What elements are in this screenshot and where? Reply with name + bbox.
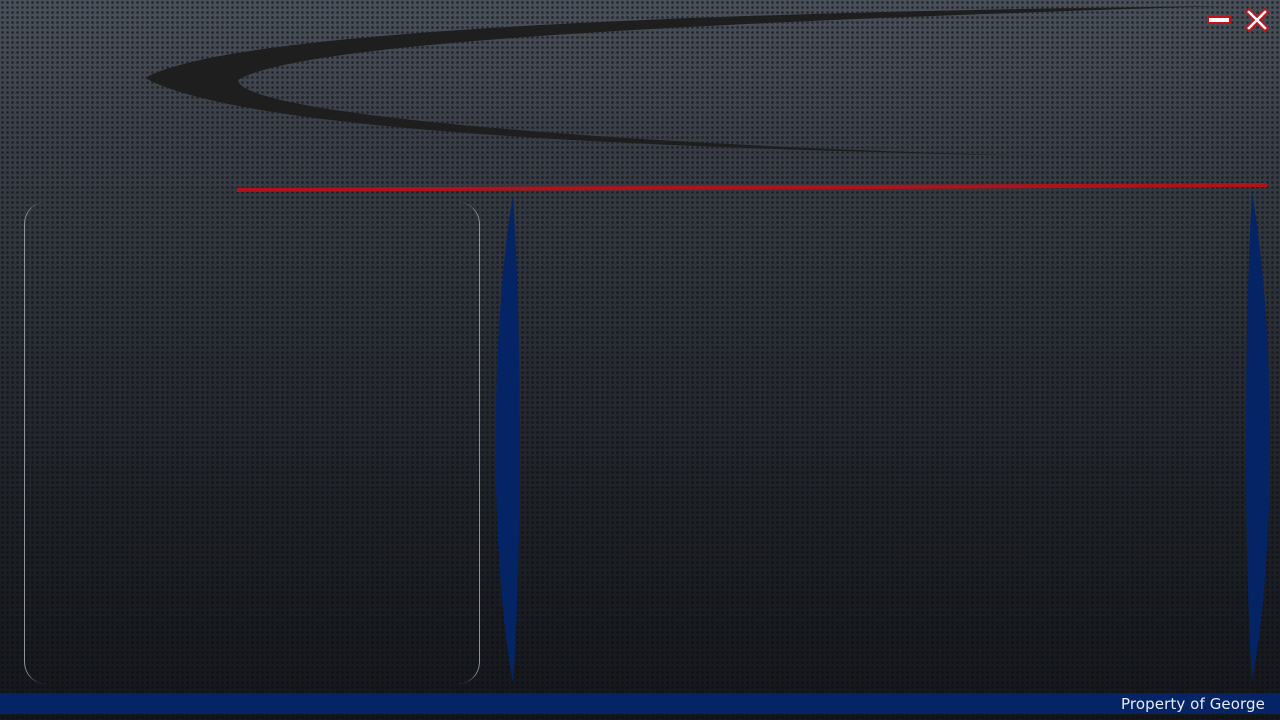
close-button[interactable] — [1244, 8, 1270, 32]
minimize-button[interactable] — [1206, 8, 1232, 32]
minimize-icon — [1207, 16, 1231, 24]
header-swoosh — [145, 6, 1225, 157]
main-content-panel — [520, 200, 1242, 684]
close-icon — [1245, 8, 1269, 32]
main-panel-left-accent — [495, 195, 520, 683]
main-panel-right-accent — [1246, 193, 1270, 680]
left-panel — [24, 202, 480, 684]
header-divider-red — [237, 183, 1267, 192]
footer-bar: Property of George — [0, 693, 1280, 714]
footer-owner-text: Property of George — [1121, 695, 1265, 713]
window-controls — [1206, 8, 1270, 32]
